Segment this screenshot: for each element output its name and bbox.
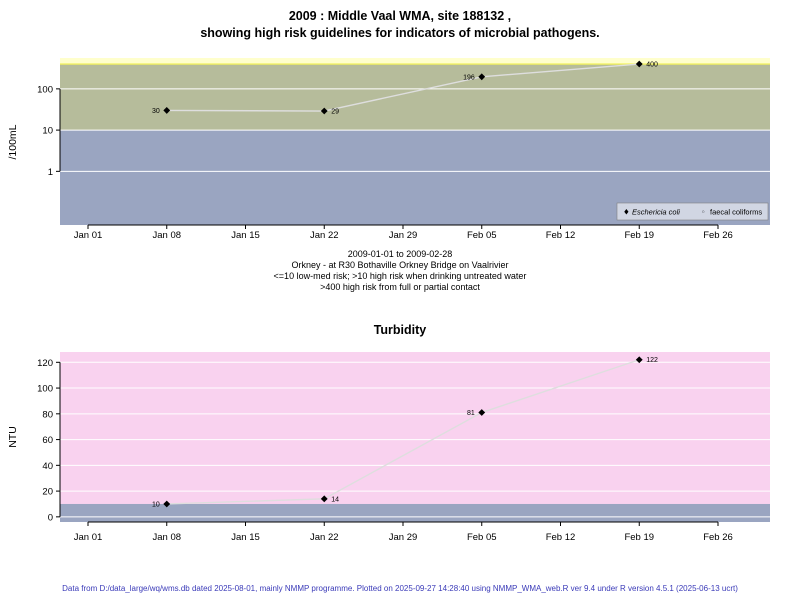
caption-date-range: 2009-01-01 to 2009-02-28	[347, 249, 453, 259]
data-point-marker	[163, 107, 171, 114]
series-line	[166, 359, 640, 505]
data-point-marker	[635, 60, 643, 68]
data-point-marker	[320, 495, 328, 503]
ecoli-chart: Jan 01 Jan 08 Jan 15 Jan 22 Jan 29 Feb 05 Feb …	[7, 9, 770, 241]
legend-label: faecal coliforms	[710, 208, 762, 217]
x-tick-label: Jan 01	[74, 230, 103, 241]
data-point-label: 10	[152, 501, 160, 508]
caption-drinking-risk-guideline: <=10 low-med risk; >10 high risk when dr…	[273, 271, 527, 281]
data-point-label: 14	[331, 496, 339, 503]
caption-site-description: Orkney - at R30 Bothaville Orkney Bridge…	[291, 260, 509, 270]
x-tick-label: Jan 15	[231, 230, 260, 241]
risk-band-above-10	[60, 352, 770, 504]
x-tick-label: Jan 08	[152, 230, 181, 241]
legend-box	[616, 202, 769, 221]
data-point-label: 30	[152, 108, 160, 115]
data-point-label: 196	[463, 74, 475, 81]
x-tick-label: Feb 19	[624, 230, 654, 241]
y-tick-label: 0	[48, 512, 53, 523]
data-point-marker	[635, 356, 643, 364]
x-tick-label: Feb 05	[467, 230, 497, 241]
x-tick-label: Jan 01	[74, 532, 103, 543]
x-tick-label: Jan 15	[231, 532, 260, 543]
x-tick-label: Feb 12	[546, 532, 576, 543]
y-tick-label: 10	[42, 126, 53, 137]
data-point-label: 122	[646, 357, 658, 364]
x-tick-label: Feb 26	[703, 532, 733, 543]
x-tick-label: Jan 22	[310, 230, 339, 241]
data-point-marker	[320, 107, 328, 115]
data-point-label: 81	[467, 410, 475, 417]
ecoli-chart-title-line2: showing high risk guidelines for indicat…	[200, 26, 599, 40]
x-tick-label: Feb 05	[467, 532, 497, 543]
ecoli-chart-captions: 2009-01-01 to 2009-02-28 Orkney - at R30…	[0, 249, 800, 293]
risk-band-10-400-high-risk-drinking	[60, 64, 770, 131]
y-tick-label: 40	[42, 461, 53, 472]
legend-label: Eschericia coli	[632, 208, 680, 217]
legend-symbol-circle: ◦	[701, 208, 705, 217]
data-point-marker	[163, 500, 171, 508]
data-point-label: 29	[331, 109, 339, 116]
turbidity-chart: Jan 01 Jan 08 Jan 15 Jan 22 Jan 29 Feb 05 Feb …	[7, 323, 770, 543]
ecoli-chart-title-line1: 2009 : Middle Vaal WMA, site 188132 ,	[289, 9, 511, 23]
y-tick-label: 120	[37, 358, 53, 369]
x-tick-label: Feb 19	[624, 532, 654, 543]
risk-band-above-400-high-risk-contact	[60, 58, 770, 65]
x-tick-label: Jan 29	[389, 230, 418, 241]
legend-symbol-diamond: ♦	[623, 208, 630, 217]
turbidity-y-axis-label: NTU	[7, 426, 19, 448]
turbidity-chart-title: Turbidity	[374, 323, 427, 337]
data-point-marker	[478, 409, 486, 416]
x-tick-label: Jan 29	[389, 532, 418, 543]
risk-band-below-10-low-risk	[60, 503, 770, 522]
x-tick-label: Jan 22	[310, 532, 339, 543]
y-tick-label: 20	[42, 487, 53, 498]
footer-note: Data from D:/data_large/wq/wms.db dated …	[62, 584, 738, 593]
data-point-label: 400	[646, 62, 658, 69]
x-tick-label: Feb 12	[546, 230, 576, 241]
y-tick-label: 100	[37, 84, 53, 95]
series-line	[166, 63, 640, 112]
ecoli-y-axis-label: /100mL	[7, 124, 19, 159]
ecoli-plot-area: Jan 01 Jan 08 Jan 15 Jan 22 Jan 29 Feb 05 Feb …	[37, 58, 770, 241]
x-tick-label: Feb 26	[703, 230, 733, 241]
y-tick-label: 80	[42, 409, 53, 420]
y-tick-label: 100	[37, 384, 53, 395]
data-point-marker	[478, 73, 486, 81]
caption-contact-risk-guideline: >400 high risk from full or partial cont…	[320, 282, 480, 292]
x-tick-label: Jan 08	[152, 532, 181, 543]
turbidity-plot-area: Jan 01 Jan 08 Jan 15 Jan 22 Jan 29 Feb 05 Feb …	[37, 352, 770, 543]
y-tick-label: 60	[42, 435, 53, 446]
y-tick-label: 1	[48, 167, 53, 178]
